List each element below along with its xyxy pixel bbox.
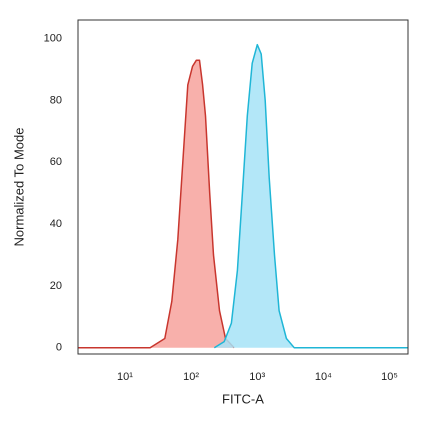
x-tick-label: 10² <box>183 371 199 383</box>
x-tick-label: 10⁴ <box>315 371 332 383</box>
x-axis-label: FITC-A <box>222 391 264 406</box>
y-tick-label: 20 <box>50 280 62 292</box>
y-tick-label: 100 <box>44 32 62 44</box>
y-tick-label: 60 <box>50 156 62 168</box>
histogram <box>78 59 235 349</box>
y-tick-label: 0 <box>56 342 62 354</box>
histogram <box>213 43 408 349</box>
plot-frame <box>77 19 409 355</box>
y-tick-label: 40 <box>50 218 62 230</box>
x-tick-label: 10³ <box>249 371 265 383</box>
y-axis-label: Normalized To Mode <box>11 128 26 247</box>
y-tick-label: 80 <box>50 94 62 106</box>
x-tick-label: 10⁵ <box>381 371 398 383</box>
x-tick-label: 10¹ <box>117 371 133 383</box>
